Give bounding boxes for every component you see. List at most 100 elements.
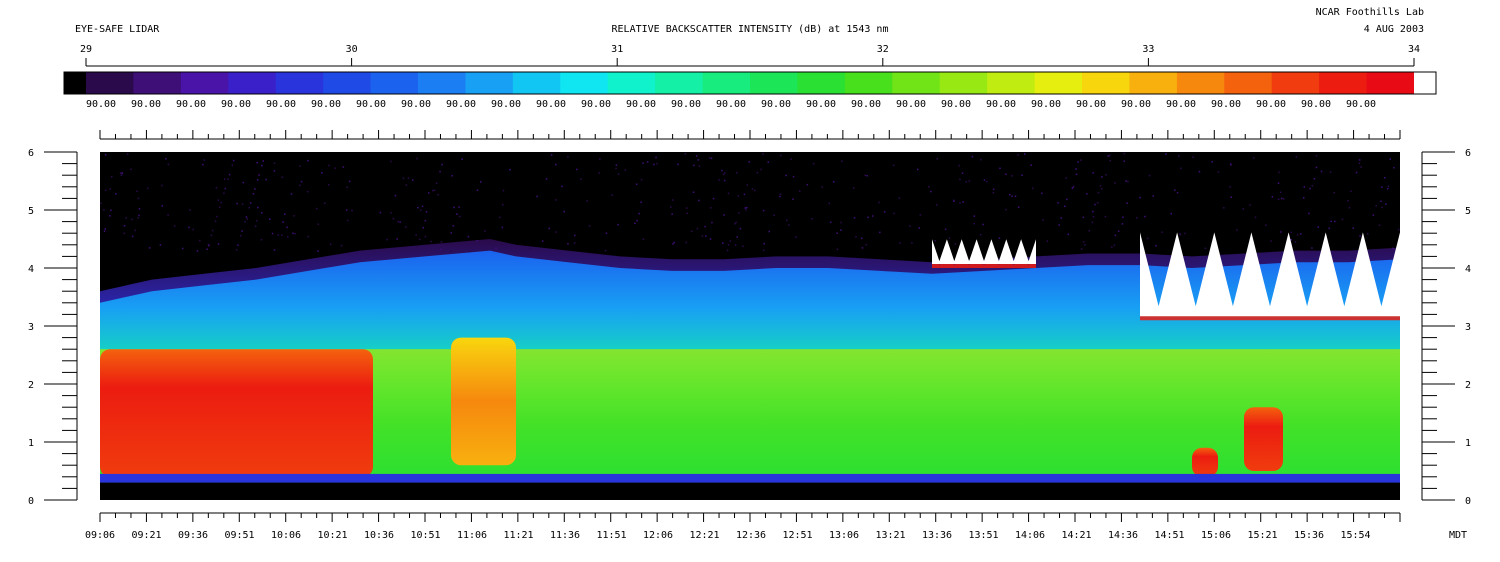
noise-speck (786, 219, 788, 222)
noise-speck (324, 202, 326, 204)
noise-speck (1380, 200, 1382, 202)
noise-speck (181, 247, 184, 250)
noise-speck (936, 158, 938, 160)
noise-speck (1123, 152, 1126, 155)
noise-speck (1309, 187, 1311, 190)
noise-speck (424, 219, 427, 222)
noise-speck (299, 165, 301, 167)
noise-speck (1178, 155, 1180, 157)
noise-speck (1303, 197, 1305, 199)
noise-speck (1123, 160, 1125, 162)
noise-speck (103, 230, 106, 232)
y-tick-label: 2 (1465, 380, 1471, 391)
noise-speck (812, 162, 815, 165)
noise-speck (407, 177, 410, 179)
noise-speck (1080, 159, 1082, 161)
noise-speck (686, 212, 688, 214)
noise-speck (697, 159, 700, 161)
y-tick-label: 1 (1465, 438, 1471, 449)
noise-speck (917, 168, 919, 171)
noise-speck (1083, 241, 1085, 243)
y-tick-label: 0 (1465, 496, 1471, 507)
noise-speck (746, 184, 748, 186)
noise-speck (440, 241, 443, 243)
x-tick-label: 12:36 (736, 530, 766, 541)
noise-speck (1381, 206, 1383, 209)
noise-speck (1066, 198, 1068, 201)
noise-speck (768, 230, 770, 233)
noise-speck (1223, 207, 1225, 209)
noise-speck (217, 243, 220, 245)
colorbar-cell (133, 72, 182, 94)
noise-speck (555, 199, 557, 201)
noise-speck (692, 191, 695, 193)
noise-speck (785, 174, 787, 177)
noise-speck (704, 225, 706, 228)
noise-speck (1117, 230, 1120, 232)
noise-speck (555, 231, 557, 233)
noise-speck (1114, 234, 1117, 237)
colorbar-cell (1129, 72, 1178, 94)
noise-speck (685, 241, 687, 244)
noise-speck (467, 235, 470, 238)
noise-speck (347, 219, 349, 222)
noise-speck (167, 163, 170, 166)
noise-speck (236, 202, 238, 205)
noise-speck (672, 199, 674, 201)
noise-speck (440, 248, 443, 251)
noise-speck (148, 247, 151, 249)
noise-speck (742, 245, 744, 247)
noise-speck (605, 232, 608, 234)
noise-speck (992, 191, 995, 194)
noise-speck (1290, 231, 1293, 233)
colorbar-frame (63, 71, 1437, 95)
noise-speck (1075, 168, 1077, 170)
noise-speck (1017, 206, 1020, 208)
noise-speck (1230, 164, 1232, 166)
noise-speck (1249, 204, 1251, 206)
noise-speck (273, 170, 276, 172)
noise-speck (451, 175, 453, 177)
colorbar-cell (370, 72, 419, 94)
noise-speck (1094, 203, 1096, 206)
noise-speck (480, 181, 482, 183)
noise-speck (1375, 205, 1377, 207)
noise-speck (1229, 186, 1231, 188)
noise-speck (254, 225, 257, 228)
noise-speck (1252, 157, 1255, 159)
noise-speck (1270, 240, 1272, 242)
noise-speck (215, 187, 218, 189)
noise-speck (1204, 247, 1207, 249)
noise-speck (685, 207, 688, 209)
noise-speck (1236, 229, 1238, 231)
cloud-red (1192, 447, 1218, 477)
noise-speck (421, 205, 424, 208)
noise-speck (1347, 199, 1349, 202)
noise-speck (1080, 248, 1083, 250)
noise-speck (536, 195, 538, 198)
noise-speck (983, 179, 986, 181)
noise-speck (754, 189, 756, 192)
x-unit-label: MDT (1449, 530, 1467, 541)
date-label: 4 AUG 2003 (1364, 24, 1424, 35)
cloud-orange (451, 337, 516, 466)
noise-speck (928, 186, 930, 188)
noise-speck (767, 161, 769, 163)
noise-speck (188, 226, 190, 229)
colorbar-cell (750, 72, 799, 94)
colorbar-segment-label: 90.00 (356, 99, 386, 110)
noise-speck (104, 228, 106, 230)
noise-speck (273, 249, 276, 251)
noise-speck (836, 232, 838, 234)
x-tick-label: 09:36 (178, 530, 208, 541)
noise-speck (121, 172, 123, 174)
noise-speck (299, 184, 301, 187)
noise-speck (1165, 153, 1167, 155)
noise-speck (346, 186, 348, 189)
noise-speck (872, 215, 874, 217)
colorbar-cell (86, 72, 135, 94)
noise-speck (866, 175, 868, 177)
noise-speck (735, 221, 737, 224)
noise-speck (437, 193, 439, 196)
noise-speck (252, 193, 255, 195)
